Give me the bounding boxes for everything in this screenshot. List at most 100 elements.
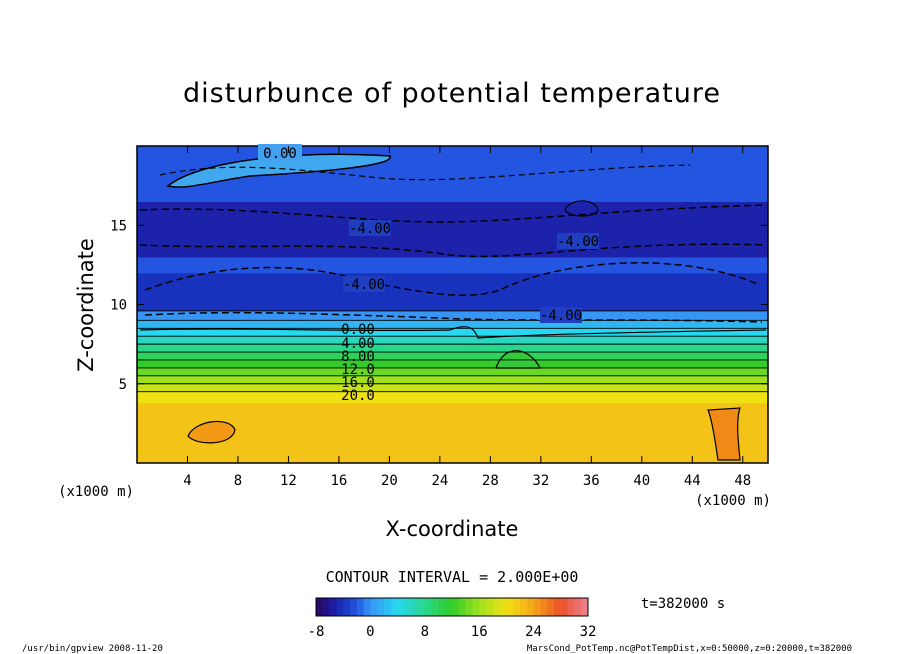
colorbar-cell [424,598,432,616]
colorbar-cell [370,598,378,616]
x-tick-label: 28 [482,473,499,489]
value-bands [137,146,768,463]
colorbar-cell [458,598,466,616]
colorbar-cell [343,598,351,616]
colorbar-cell [438,598,446,616]
colorbar-tick-label: 16 [471,624,488,640]
colorbar-cell [499,598,507,616]
colorbar-cell [567,598,575,616]
colorbar-cell [397,598,405,616]
contour-label: 12.0 [341,362,375,378]
colorbar-cell [431,598,439,616]
small-closed-contour [564,200,599,217]
colorbar-cell [316,598,324,616]
top-left-contour [166,153,391,188]
contour-interval-text: CONTOUR INTERVAL = 2.000E+00 [326,568,579,586]
x-tick-label: 24 [431,473,448,489]
value-band [137,336,768,345]
colorbar-cell [356,598,364,616]
x-unit-label-left: (x1000 m) [58,484,134,500]
zero-contour [139,326,767,339]
plot-area [137,146,768,463]
colorbar-cell [574,598,582,616]
y-tick-label: 15 [110,218,127,234]
value-band [137,402,768,463]
colorbar-cell [506,598,514,616]
x-tick-label: 12 [280,473,297,489]
colorbar-tick-label: 0 [366,624,374,640]
contour-label: 0.00 [341,322,375,338]
colorbar-cell [581,598,589,616]
x-tick-label: 36 [583,473,600,489]
colorbar-cell [322,598,330,616]
x-tick-label: 16 [330,473,347,489]
contour-label: 8.00 [341,349,375,365]
colorbar-cell [452,598,460,616]
footer-left: /usr/bin/gpview 2008-11-20 [22,644,163,654]
colorbar-cell [526,598,534,616]
footer-right: MarsCond_PotTemp.nc@PotTempDist,x=0:5000… [527,644,852,654]
value-band [137,310,768,321]
colorbar-cell [560,598,568,616]
contour-label: 20.0 [341,388,375,404]
colorbar-cell [486,598,494,616]
colorbar-cell [404,598,412,616]
value-band [137,367,768,377]
x-unit-label-right: (x1000 m) [695,493,771,509]
colorbar-cell [479,598,487,616]
x-axis-ticks: 4 8 12 16 20 24 28 32 36 40 44 48 [183,146,751,489]
colorbar-tick-label: -8 [308,624,325,640]
contour-label: -4.00 [557,234,599,250]
colorbar-cell [533,598,541,616]
contour-labels: 0.00 -4.00 -4.00 -4.00 -4.00 0.00 4.00 8… [258,144,599,404]
x-tick-label: 40 [633,473,650,489]
value-band [137,359,768,369]
x-tick-label: 48 [734,473,751,489]
contour-label: 0.00 [263,146,297,162]
colorbar-cell [384,598,392,616]
value-band [137,272,768,312]
colorbar-cell [520,598,528,616]
dash-contour-1 [139,204,766,223]
chart-title: disturbunce of potential temperature [183,78,721,109]
contour-label: -4.00 [540,308,582,324]
colorbar-tick-label: 8 [421,624,429,640]
value-band [137,328,768,337]
contour-features [139,153,767,461]
x-tick-label: 20 [381,473,398,489]
y-axis-ticks: 5 10 15 [110,218,768,393]
colorbar-ticks: -8 0 8 16 24 32 [308,624,597,640]
x-tick-label: 8 [234,473,242,489]
colorbar [316,598,589,616]
dash-contour-3 [144,262,761,296]
colorbar-cell [411,598,419,616]
value-band [137,256,768,274]
lower-left-blob [187,420,236,444]
value-band [137,344,768,353]
lower-right-blob [707,407,741,461]
value-band [137,352,768,361]
y-tick-label: 10 [110,298,127,314]
y-tick-label: 5 [119,377,127,393]
x-tick-label: 4 [183,473,191,489]
colorbar-cell [472,598,480,616]
contour-label: -4.00 [343,277,385,293]
colorbar-frame [315,597,589,617]
contour-label: -4.00 [349,221,391,237]
value-band [137,383,768,393]
dash-contour-5 [159,164,691,181]
colorbar-cell [492,598,500,616]
colorbar-cell [336,598,344,616]
colorbar-cell [445,598,453,616]
x-tick-label: 32 [532,473,549,489]
colorbar-cell [377,598,385,616]
dash-contour-2 [139,243,766,258]
value-band [137,375,768,385]
colorbar-cell [554,598,562,616]
colorbar-cell [418,598,426,616]
colorbar-tick-label: 24 [525,624,542,640]
colorbar-tick-label: 32 [580,624,597,640]
value-band [137,320,768,329]
colorbar-cell [513,598,521,616]
